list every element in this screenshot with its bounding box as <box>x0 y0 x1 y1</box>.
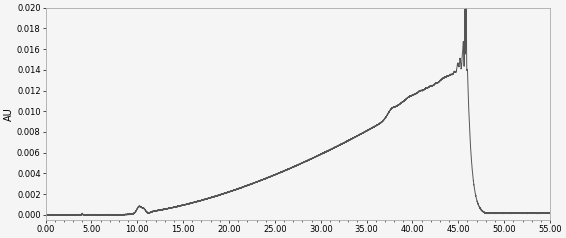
Y-axis label: AU: AU <box>4 107 14 121</box>
